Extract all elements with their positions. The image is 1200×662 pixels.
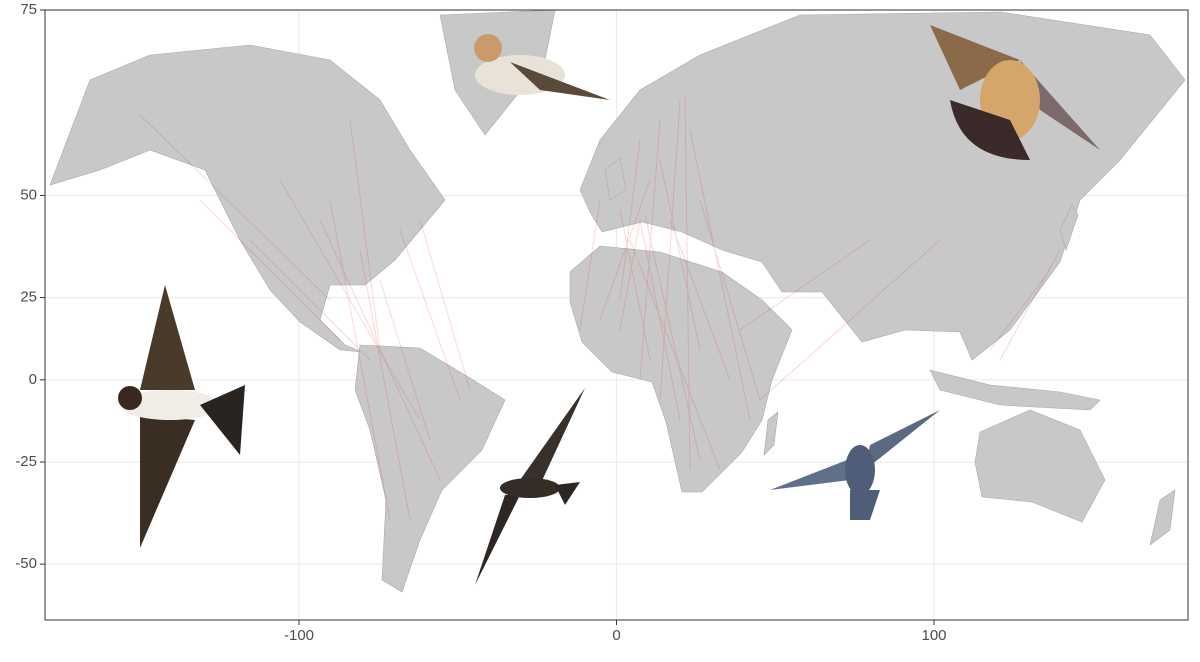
y-tick-label: -50 <box>15 555 37 572</box>
x-tick-label: -100 <box>284 627 314 644</box>
y-tick-label: 75 <box>20 1 37 18</box>
migration-routes <box>139 94 1061 521</box>
x-tick-label: 0 <box>612 627 620 644</box>
madagascar <box>763 411 779 456</box>
north-america <box>49 44 446 353</box>
new-zealand <box>1149 489 1176 546</box>
cuckoo <box>770 410 940 520</box>
indonesia <box>929 369 1101 411</box>
japan <box>1059 204 1079 251</box>
barn-swallow <box>118 285 245 548</box>
axes: -100 0 100 -50 -25 0 25 50 75 <box>15 1 946 644</box>
y-tick-label: 50 <box>20 186 37 203</box>
world-map <box>49 10 1186 593</box>
y-tick-label: -25 <box>15 453 37 470</box>
south-america <box>354 344 506 593</box>
australia <box>974 409 1106 523</box>
bird-illustrations <box>118 25 1100 585</box>
redstart <box>930 25 1100 160</box>
snow-bunting <box>474 34 610 100</box>
y-tick-label: 0 <box>29 371 37 388</box>
britain <box>604 157 627 201</box>
y-tick-label: 25 <box>20 289 37 306</box>
x-tick-label: 100 <box>921 627 946 644</box>
africa <box>569 245 793 493</box>
swift <box>475 388 585 585</box>
